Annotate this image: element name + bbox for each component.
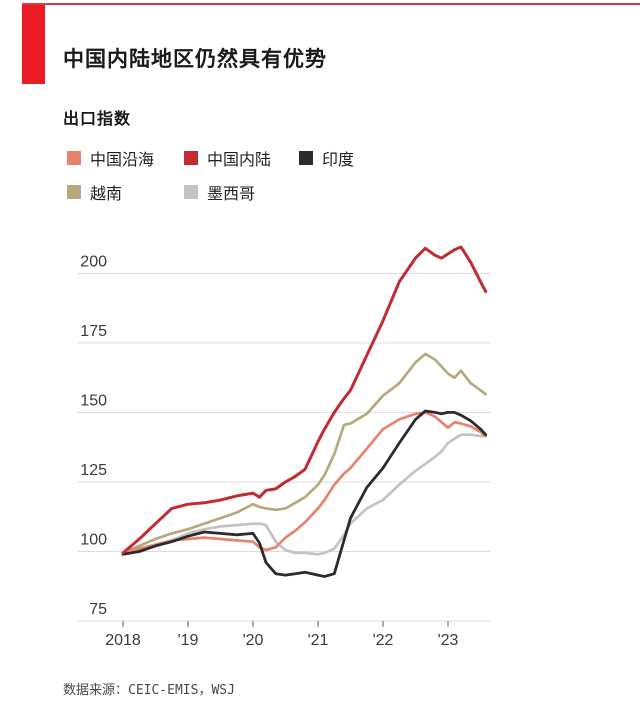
y-tick-label-125: 125	[80, 462, 107, 479]
legend-label-india: 印度	[322, 152, 355, 169]
legend-label-mexico: 墨西哥	[207, 186, 256, 203]
x-tick-label-2019: '19	[178, 632, 199, 649]
legend-swatch-india	[299, 151, 313, 165]
legend-item-vietnam: 越南	[67, 180, 184, 204]
legend-label-china-coastal: 中国沿海	[90, 152, 155, 169]
y-tick-label-200: 200	[80, 253, 107, 270]
chart-legend: 中国沿海 中国内陆 印度 越南 墨西哥	[67, 146, 354, 204]
series-line-india	[121, 409, 488, 578]
legend-swatch-china-coastal	[67, 151, 81, 165]
legend-swatch-vietnam	[67, 185, 81, 199]
line-chart: 75 100 125 150 175 200 2018 '19 '20 '21 '22 '23	[0, 228, 640, 658]
legend-item-china-coastal: 中国沿海	[67, 146, 184, 170]
x-tick-label-2020: '20	[243, 632, 264, 649]
series-line-china-inland	[121, 245, 488, 555]
legend-label-vietnam: 越南	[90, 186, 123, 203]
y-tick-label-150: 150	[80, 392, 107, 409]
legend-item-china-inland: 中国内陆	[184, 146, 299, 170]
series-line-vietnam	[121, 352, 488, 555]
headline-accent-bar	[22, 5, 45, 84]
y-tick-label-75: 75	[89, 601, 107, 618]
series-line-mexico	[121, 433, 488, 556]
page-title: 中国内陆地区仍然具有优势	[63, 48, 327, 72]
y-tick-label-100: 100	[80, 531, 107, 548]
x-tick-label-2022: '22	[373, 632, 394, 649]
top-rule	[22, 3, 640, 5]
legend-swatch-china-inland	[184, 151, 198, 165]
legend-swatch-mexico	[184, 185, 198, 199]
chart-subtitle: 出口指数	[63, 111, 132, 129]
legend-item-mexico: 墨西哥	[184, 180, 299, 204]
x-tick-label-2023: '23	[438, 632, 459, 649]
series-line-china-coastal	[121, 411, 488, 555]
x-tick-label-2018: 2018	[105, 632, 141, 649]
y-tick-label-175: 175	[80, 323, 107, 340]
legend-item-india: 印度	[299, 146, 354, 170]
source-note: 数据来源：CEIC-EMIS，WSJ	[63, 683, 235, 698]
chart-canvas: 75 100 125 150 175 200 2018 '19 '20 '21 '22 '23	[77, 245, 491, 649]
x-tick-label-2021: '21	[308, 632, 329, 649]
legend-label-china-inland: 中国内陆	[207, 152, 272, 169]
